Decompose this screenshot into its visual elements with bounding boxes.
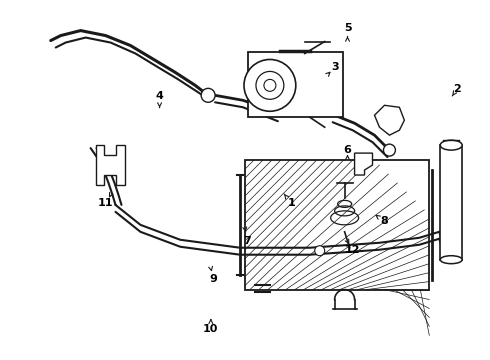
Polygon shape xyxy=(96,145,125,185)
Text: 12: 12 xyxy=(344,245,360,255)
Circle shape xyxy=(384,144,395,156)
Ellipse shape xyxy=(440,256,462,264)
Text: 8: 8 xyxy=(380,216,388,226)
Text: 7: 7 xyxy=(244,236,251,246)
Circle shape xyxy=(256,71,284,99)
Text: 2: 2 xyxy=(453,84,461,94)
Circle shape xyxy=(201,88,215,102)
Text: 1: 1 xyxy=(288,198,295,208)
Text: 3: 3 xyxy=(332,62,339,72)
Circle shape xyxy=(244,59,296,111)
Circle shape xyxy=(315,246,325,256)
Text: 10: 10 xyxy=(203,324,219,334)
Text: 4: 4 xyxy=(156,91,164,101)
Text: 11: 11 xyxy=(98,198,114,208)
Text: 5: 5 xyxy=(343,23,351,33)
Polygon shape xyxy=(374,105,404,135)
Polygon shape xyxy=(355,153,372,175)
Ellipse shape xyxy=(440,140,462,150)
Circle shape xyxy=(264,80,276,91)
Bar xyxy=(440,145,462,260)
Text: 9: 9 xyxy=(209,274,217,284)
Text: 6: 6 xyxy=(343,144,351,154)
Bar xyxy=(245,160,429,289)
Bar xyxy=(248,53,343,117)
